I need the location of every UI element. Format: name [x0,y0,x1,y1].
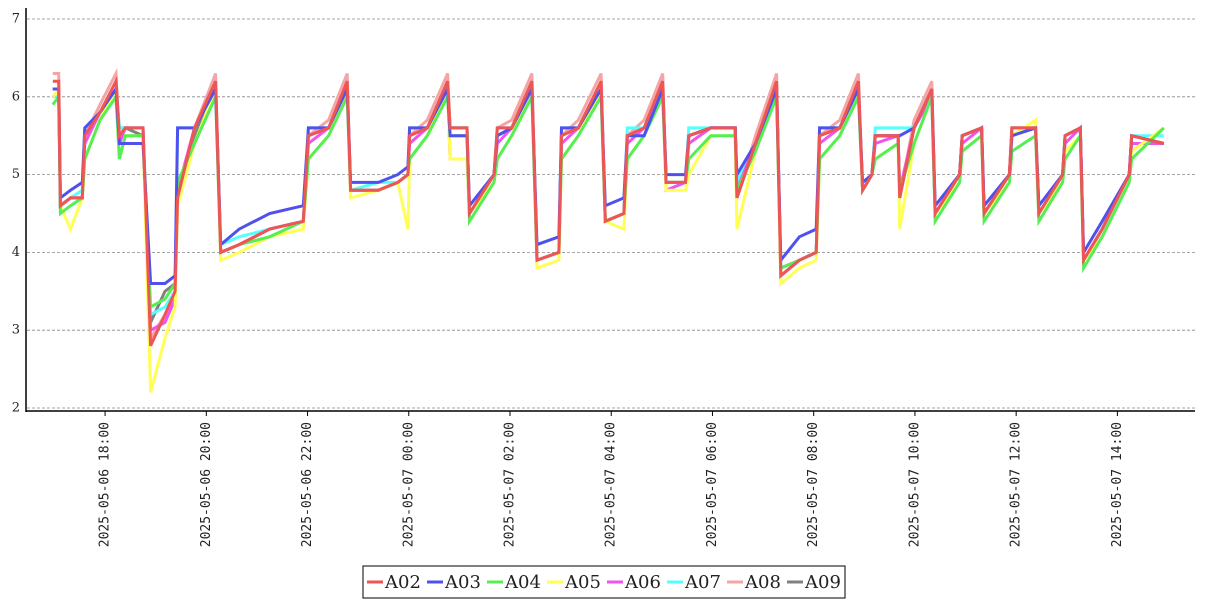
x-tick-label: 2025-05-07 10:00 [907,422,922,547]
y-tick-label: 5 [12,167,20,182]
y-tick-label: 2 [12,401,20,416]
legend-label: A08 [744,572,781,593]
x-tick-label: 2025-05-06 18:00 [98,422,113,547]
x-tick-label: 2025-05-07 12:00 [1009,422,1024,547]
y-tick-label: 7 [12,12,20,27]
x-tick-label: 2025-05-07 08:00 [806,422,821,547]
x-tick-label: 2025-05-07 14:00 [1110,422,1125,547]
x-tick-label: 2025-05-06 22:00 [300,422,315,547]
y-tick-label: 6 [12,89,20,104]
y-tick-label: 4 [12,245,20,260]
series-line [52,75,1165,347]
x-tick-label: 2025-05-07 06:00 [705,422,720,547]
legend-label: A05 [564,572,601,593]
legend-label: A02 [384,572,421,593]
legend-label: A03 [444,572,481,593]
x-tick-label: 2025-05-07 00:00 [401,422,416,547]
legend-label: A07 [684,572,721,593]
x-tick-label: 2025-05-07 04:00 [604,422,619,547]
legend-box [362,565,846,599]
y-tick-label: 3 [12,323,20,338]
legend-label: A09 [804,572,841,593]
x-tick-label: 2025-05-06 20:00 [199,422,214,547]
legend-label: A06 [624,572,661,593]
legend-label: A04 [504,572,541,593]
x-tick-label: 2025-05-07 02:00 [503,422,518,547]
